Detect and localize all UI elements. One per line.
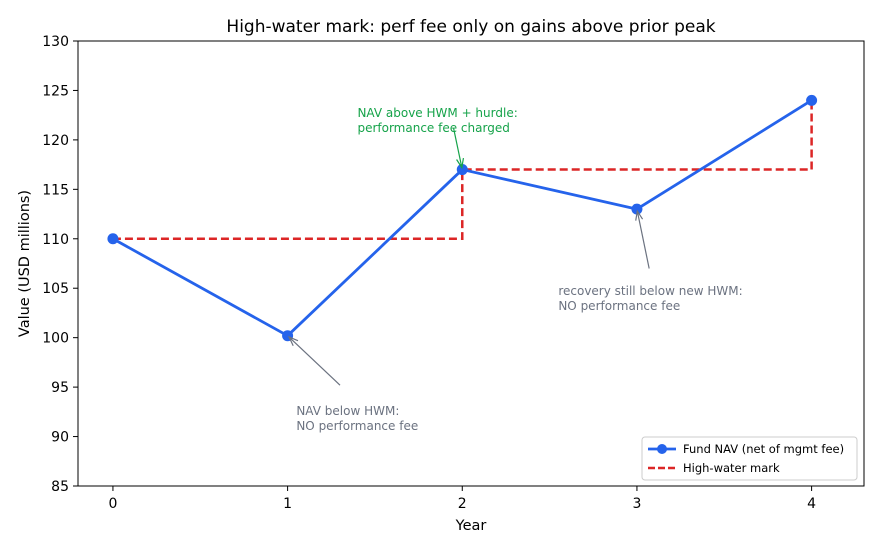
axes: 0 1 2 3 4 85 90 95 100 105 110 115 120 125 130 <box>42 34 816 512</box>
nav-point <box>107 233 119 245</box>
hwm-series-line <box>112 100 813 241</box>
y-axis-title: Value (USD millions) <box>17 190 33 337</box>
y-tick-label: 120 <box>42 133 69 149</box>
y-tick-label: 110 <box>42 232 69 248</box>
legend-marker-nav <box>657 444 667 454</box>
legend-box <box>641 436 858 481</box>
x-tick-label: 2 <box>458 496 467 512</box>
nav-point <box>456 164 468 176</box>
annotation-text: NO performance fee <box>558 299 680 313</box>
plot-frame <box>77 40 865 487</box>
annotation-arrowhead <box>456 157 465 170</box>
legend: Fund NAV (net of mgmt fee) High-water mar… <box>641 436 858 481</box>
chart-title: High-water mark: perf fee only on gains … <box>226 17 715 37</box>
annotation-text: NAV above HWM + hurdle: <box>357 106 517 120</box>
nav-point <box>806 94 818 106</box>
y-tick-label: 105 <box>42 281 69 297</box>
legend-label-hwm: High-water mark <box>683 461 780 475</box>
nav-series-line <box>112 99 813 338</box>
annotation-arrowhead <box>287 335 299 347</box>
annotation: recovery still below new HWM:NO performa… <box>558 209 743 313</box>
x-tick-label: 0 <box>108 496 117 512</box>
annotation-text: recovery still below new HWM: <box>558 284 742 298</box>
x-axis-title: Year <box>455 518 487 534</box>
annotation-arrow <box>636 210 650 269</box>
y-tick-label: 125 <box>42 83 69 99</box>
x-tick-label: 3 <box>632 496 641 512</box>
annotation-arrowhead <box>635 209 644 221</box>
annotation-text: NO performance fee <box>296 419 418 433</box>
y-tick-label: 130 <box>42 34 69 50</box>
y-tick-label: 85 <box>51 479 69 495</box>
annotation-arrow <box>288 336 341 386</box>
x-tick-label: 1 <box>283 496 292 512</box>
legend-label-nav: Fund NAV (net of mgmt fee) <box>683 442 844 456</box>
annotation: NAV above HWM + hurdle:performance fee c… <box>357 106 518 170</box>
annotation-text: performance fee charged <box>357 121 509 135</box>
nav-point <box>631 203 643 215</box>
y-tick-label: 90 <box>51 430 69 446</box>
annotation-arrow <box>452 127 463 168</box>
y-tick-label: 95 <box>51 380 69 396</box>
y-tick-label: 100 <box>42 331 69 347</box>
annotation: NAV below HWM:NO performance fee <box>287 335 418 433</box>
annotation-text: NAV below HWM: <box>296 404 399 418</box>
x-tick-label: 4 <box>807 496 816 512</box>
y-tick-label: 115 <box>42 182 69 198</box>
